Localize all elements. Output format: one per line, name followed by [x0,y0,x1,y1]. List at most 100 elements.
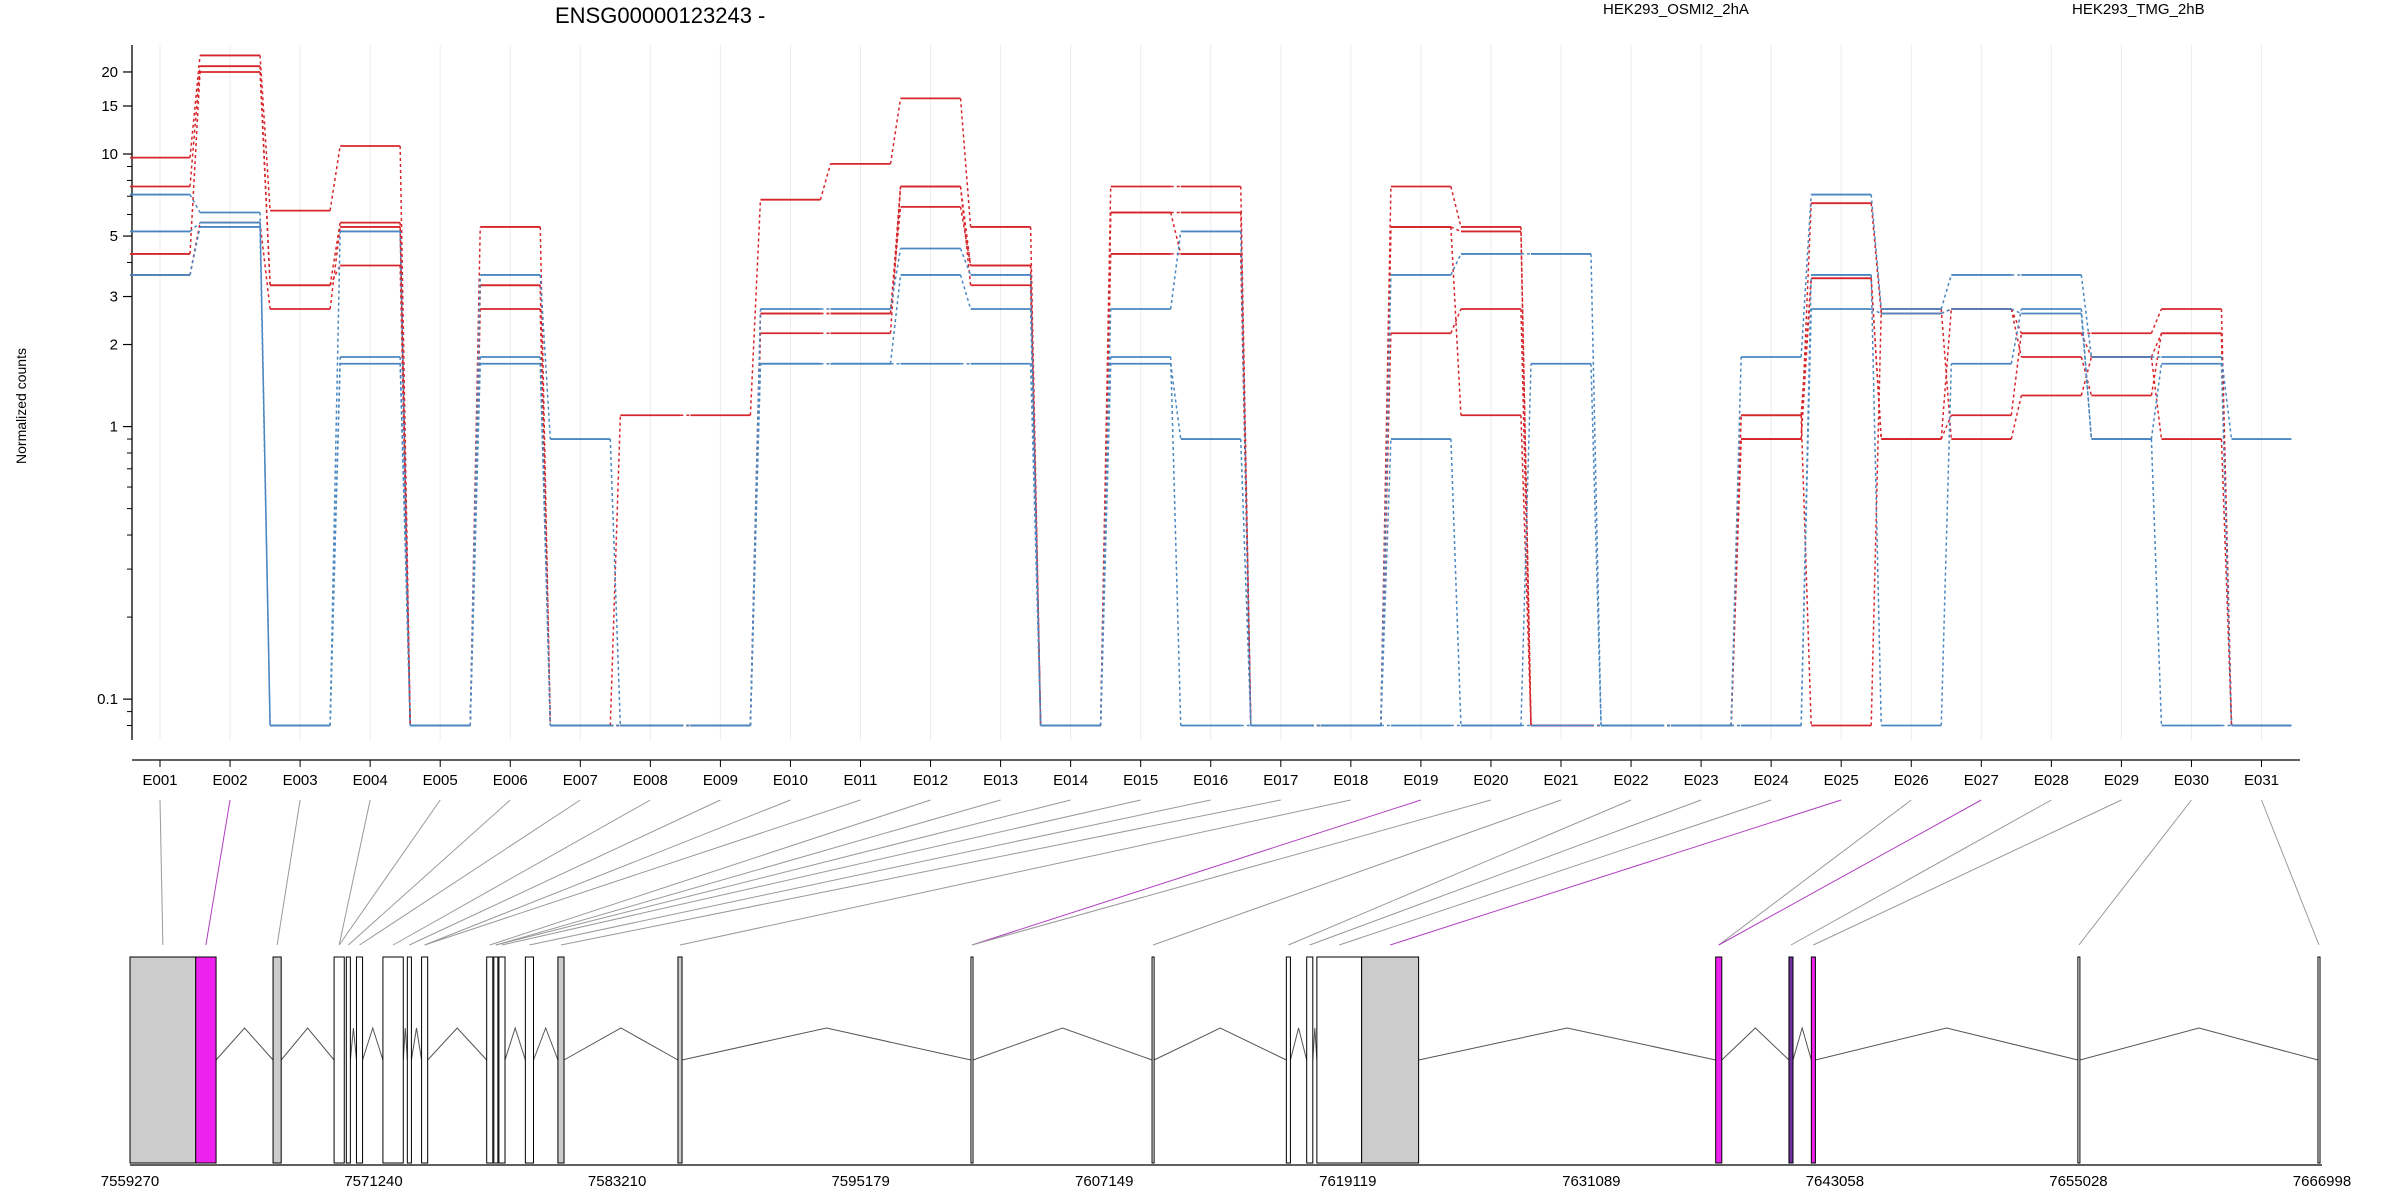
chart-title: ENSG00000123243 - [555,3,765,28]
x-axis: E001 E002 E003 E004 E005 E006 E007 E008 E009 E010… [132,759,2300,789]
series-4-link [2150,356,2163,440]
series-5-link [889,248,902,310]
y-tick-label: 10 [101,146,118,163]
exon-e026 [2317,956,2321,1164]
connector-e028 [1790,799,2052,946]
series-2-link [749,333,762,726]
intron-line [1815,1027,2078,1061]
coord-tick-label: 7571240 [344,1173,402,1190]
y-axis: 0.1 1 2 3 5 10 15 20 [97,45,133,740]
series-2-link [2150,333,2163,396]
series-4-link [2080,332,2093,358]
connector-e007 [359,799,581,946]
series-7-link [889,274,902,364]
series-1-link [889,98,902,165]
series-1-link [819,163,832,200]
y-tick-label: 3 [110,289,118,306]
exon-e003 [272,956,282,1164]
connector-e010 [424,799,791,946]
x-tick-label-e011: E011 [844,772,878,789]
connector-e003 [276,799,301,946]
x-tick-label-e031: E031 [2244,772,2279,789]
intron-line [681,1027,972,1061]
connector-e029 [1813,799,2122,946]
series-3-link [2220,333,2233,726]
series-2-link [1099,212,1112,726]
y-tick-label: 2 [110,337,118,354]
series-4-link [1099,212,1112,726]
series-5-link [1590,253,1602,726]
x-tick-label-e024: E024 [1754,772,1789,789]
coord-tick-label: 7643058 [1806,1173,1864,1190]
series-7-link [2010,308,2022,315]
x-tick-label-e010: E010 [773,772,808,789]
series-5-link [2220,356,2233,440]
intron-line [1721,1027,1790,1061]
connector-e016 [529,799,1211,946]
x-tick-label-e027: E027 [1964,772,1999,789]
x-tick-label-e007: E007 [563,772,598,789]
exon-e022 [1715,956,1723,1164]
series-5-link [1240,231,1252,726]
intron-line [349,1027,357,1061]
coord-tick-label: 7655028 [2049,1173,2107,1190]
series-4-link [1870,278,1882,440]
exon-e023 [1788,956,1794,1164]
connector-e030 [2078,799,2192,946]
connector-e017 [560,799,1281,946]
x-tick-label-e021: E021 [1543,772,1578,789]
series-2-link [329,222,341,286]
intron-line [504,1026,526,1061]
connector-e004 [338,799,371,946]
x-tick-label-e006: E006 [493,772,528,789]
exon-e020 [1316,956,1363,1164]
exon-e017 [1151,956,1155,1164]
connector-e009 [409,799,721,946]
series-7-link [469,363,481,726]
series-1-link [1730,415,1742,726]
exon-e025 [2077,956,2081,1164]
exon-e010 [486,956,494,1164]
intron-line [1792,1026,1812,1061]
connector-e020 [971,799,1492,946]
series-4-link [2010,308,2023,334]
series-2-link [1520,231,1532,726]
x-tick-label-e004: E004 [353,772,388,789]
series-4-link [1169,212,1182,255]
series-7-link [749,363,762,726]
connector-e015 [501,799,1141,946]
legend-osmi2: HEK293_OSMI2_2hA [1603,1,1749,18]
y-tick-label: 1 [110,419,118,436]
exon-e012 [498,956,506,1164]
intron-line [1289,1027,1308,1061]
series-7-link [1590,363,1602,726]
series-5-link [959,248,972,276]
series-5-link [1730,356,1742,726]
intron-line [402,1027,408,1061]
intron-line [563,1027,679,1061]
connector-e024 [1339,799,1772,946]
series-7-link [1099,356,1112,726]
exon-e001 [129,956,197,1164]
series-4-link [1520,415,1532,726]
series-1-link [959,98,972,228]
x-tick-label-e015: E015 [1123,772,1158,789]
series-5-link [259,212,271,726]
exon-e024 [1810,956,1816,1164]
coord-tick-label: 7595179 [831,1173,889,1190]
exon-e007 [382,956,404,1164]
coord-tick-label: 7631089 [1562,1173,1620,1190]
series-7-link [1520,363,1532,726]
series-3-link [959,206,972,266]
series-3-link [189,71,201,254]
y-tick-label: 0.1 [97,691,118,708]
series-7-link [1380,439,1392,726]
connector-e026 [1718,799,1912,946]
x-tick-label-e030: E030 [2174,772,2209,789]
intron-line [1418,1027,1716,1061]
exon-e015 [677,956,683,1164]
coord-tick-label: 7559270 [101,1173,159,1190]
series-1-link [329,145,341,211]
x-tick-label-e002: E002 [213,772,248,789]
series-3-link [2010,395,2023,440]
